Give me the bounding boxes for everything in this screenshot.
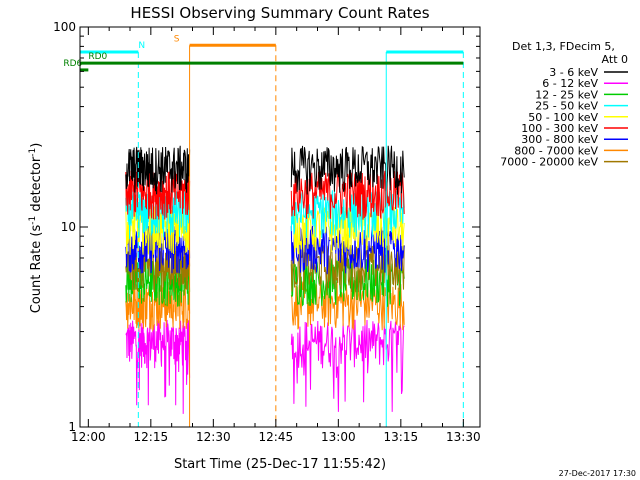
y-tick-label: 1 — [68, 420, 76, 434]
legend-entry-label: 300 - 800 keV — [521, 133, 598, 146]
flag-n: N — [80, 41, 464, 427]
flag-rd0: RD0 — [80, 52, 464, 65]
series-layer — [125, 145, 405, 414]
series-trace-2 — [290, 319, 405, 412]
legend-entry-label: 50 - 100 keV — [528, 111, 598, 124]
y-axis-label: Count Rate (s-1 detector-1) — [28, 143, 44, 314]
x-tick-label: 12:00 — [71, 430, 106, 444]
series-trace-1 — [125, 319, 191, 414]
flag-rd6: RD6 — [63, 59, 89, 72]
legend-header-attenuator: Att 0 — [602, 53, 628, 66]
legend-entry-label: 100 - 300 keV — [521, 122, 598, 135]
axis-layer: 12:00 12:15 12:30 12:45 13:00 13:15 13:30 1 10 10… — [53, 20, 481, 444]
x-tick-label: 12:45 — [259, 430, 294, 444]
flag-layer: N S RD0 RD6 — [63, 34, 464, 427]
legend-entry-label: 6 - 12 keV — [542, 77, 598, 90]
y-tick-label: 100 — [53, 20, 76, 34]
legend-entry-label: 800 - 7000 keV — [514, 144, 598, 157]
y-tick-label: 10 — [61, 220, 76, 234]
series-3-6-keV — [125, 145, 405, 195]
flag-label: RD0 — [88, 52, 107, 62]
flag-s: S — [174, 34, 277, 427]
series-6-12-keV — [125, 319, 405, 414]
series-trace-2 — [290, 204, 405, 255]
x-tick-label: 12:30 — [196, 430, 231, 444]
legend-entry-label: 3 - 6 keV — [549, 66, 598, 79]
legend-header-detectors: Det 1,3, FDecim 5, — [512, 40, 615, 53]
legend-entry-label: 12 - 25 keV — [535, 88, 598, 101]
x-tick-label: 13:15 — [384, 430, 419, 444]
series-trace-2 — [290, 145, 405, 195]
x-tick-label: 13:30 — [446, 430, 481, 444]
x-axis-label: Start Time (25-Dec-17 11:55:42) — [174, 457, 386, 472]
x-tick-label: 13:00 — [321, 430, 356, 444]
legend-entry-label: 7000 - 20000 keV — [500, 156, 598, 169]
x-tick-label: 12:15 — [134, 430, 169, 444]
series-trace-2 — [290, 281, 405, 331]
series-100-300-keV — [125, 170, 405, 220]
flag-label: RD6 — [63, 59, 82, 69]
flag-label: S — [174, 34, 180, 44]
footer-date: 27-Dec-2017 17:30 — [559, 469, 636, 478]
series-trace-1 — [125, 145, 191, 195]
flag-label: N — [138, 41, 145, 51]
legend-entry-label: 25 - 50 keV — [535, 100, 598, 113]
chart-title: HESSI Observing Summary Count Rates — [130, 4, 429, 22]
